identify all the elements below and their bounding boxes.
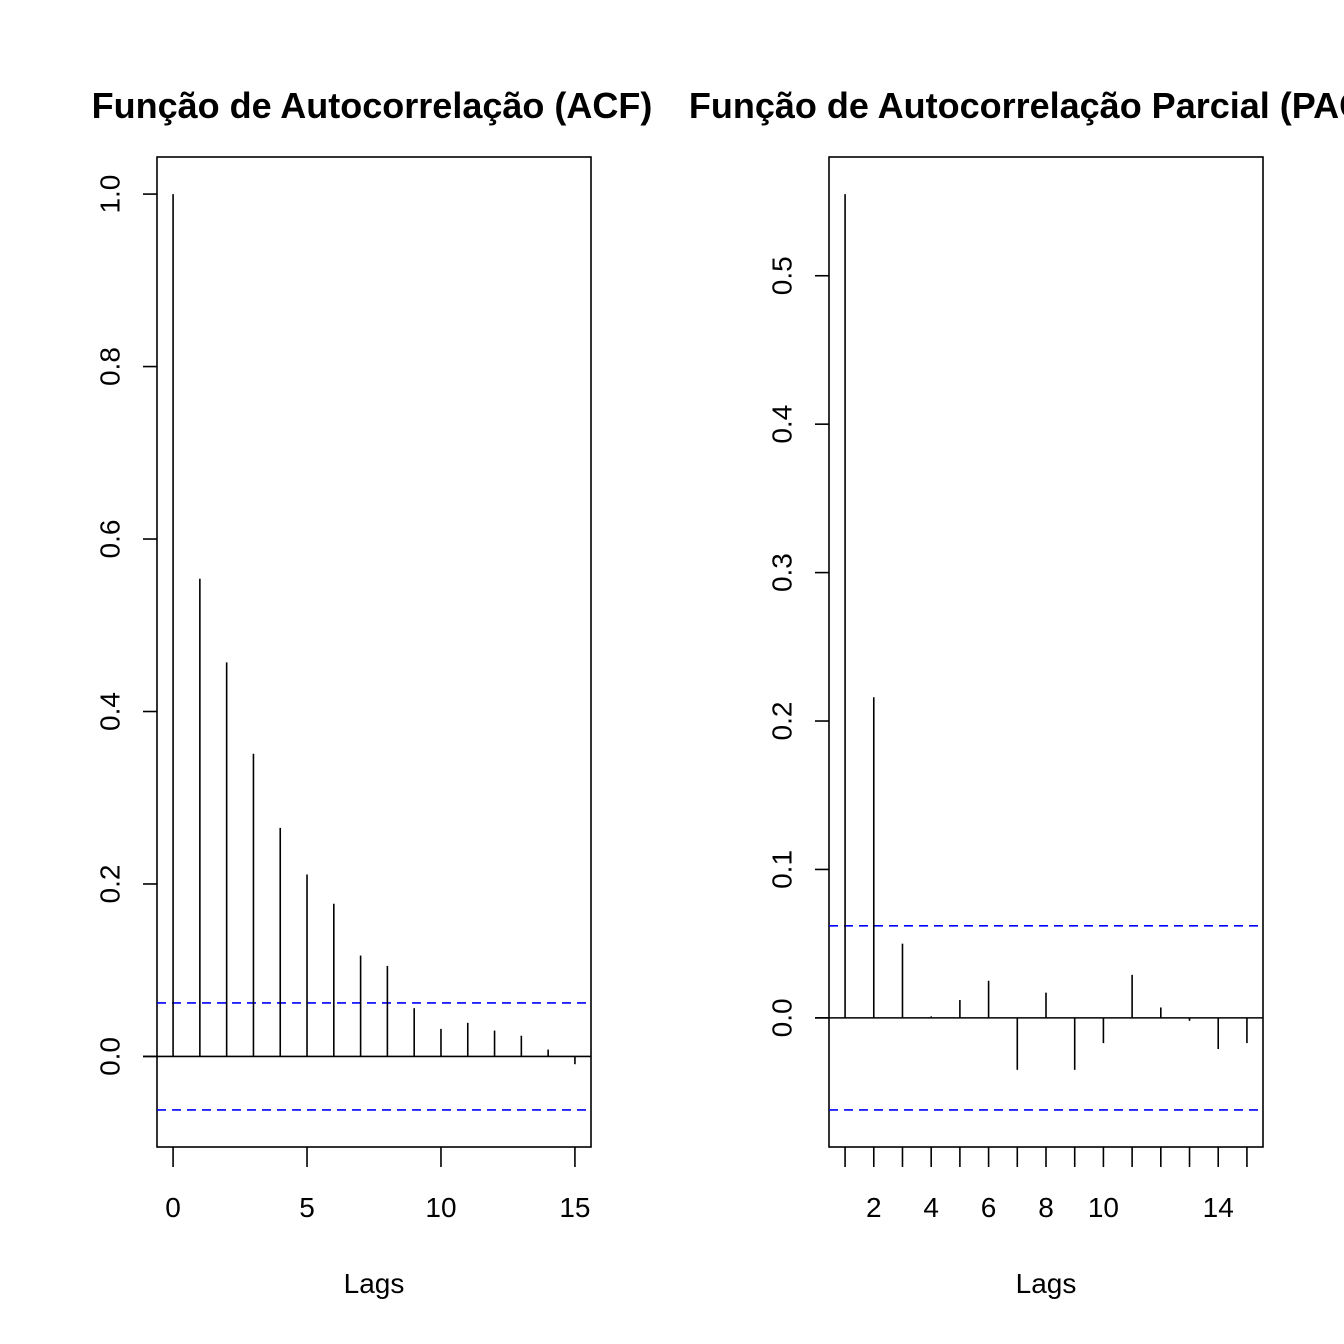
pacf-x-tick-label: 2	[866, 1192, 882, 1223]
acf-x-tick-label: 5	[299, 1192, 315, 1223]
pacf-x-tick-label: 8	[1038, 1192, 1054, 1223]
pacf-y-tick-label: 0.5	[767, 256, 798, 295]
acf-panel: 0.0 0.2 0.4 0.6 0.8 1.0 0 5 10 15	[95, 156, 592, 1223]
acf-y-tick-label: 0.0	[95, 1037, 126, 1076]
pacf-y-tick-label: 0.2	[767, 702, 798, 741]
pacf-title: Função de Autocorrelação Parcial (PACF)	[689, 85, 1344, 126]
pacf-x-tick-label: 6	[981, 1192, 997, 1223]
pacf-x-tick-label: 14	[1203, 1192, 1234, 1223]
acf-y-tick-label: 1.0	[95, 175, 126, 214]
pacf-y-tick-label: 0.1	[767, 850, 798, 889]
pacf-y-tick-label: 0.0	[767, 998, 798, 1037]
pacf-x-tick-label: 10	[1088, 1192, 1119, 1223]
acf-title: Função de Autocorrelação (ACF)	[92, 85, 653, 126]
acf-y-tick-label: 0.2	[95, 865, 126, 904]
pacf-y-tick-label: 0.4	[767, 405, 798, 444]
pacf-x-tick-label: 4	[923, 1192, 939, 1223]
pacf-y-tick-label: 0.3	[767, 553, 798, 592]
pacf-x-axis-label: Lags	[1016, 1268, 1077, 1299]
pacf-panel: 0.0 0.1 0.2 0.3 0.4 0.5 2 4 6 8 10 14	[767, 156, 1264, 1223]
acf-x-tick-label: 15	[559, 1192, 590, 1223]
acf-x-tick-label: 0	[165, 1192, 181, 1223]
acf-x-axis-label: Lags	[344, 1268, 405, 1299]
acf-plot-frame	[156, 156, 592, 1148]
acf-x-tick-label: 10	[425, 1192, 456, 1223]
acf-y-tick-label: 0.8	[95, 347, 126, 386]
acf-y-tick-label: 0.4	[95, 692, 126, 731]
acf-y-tick-label: 0.6	[95, 520, 126, 559]
